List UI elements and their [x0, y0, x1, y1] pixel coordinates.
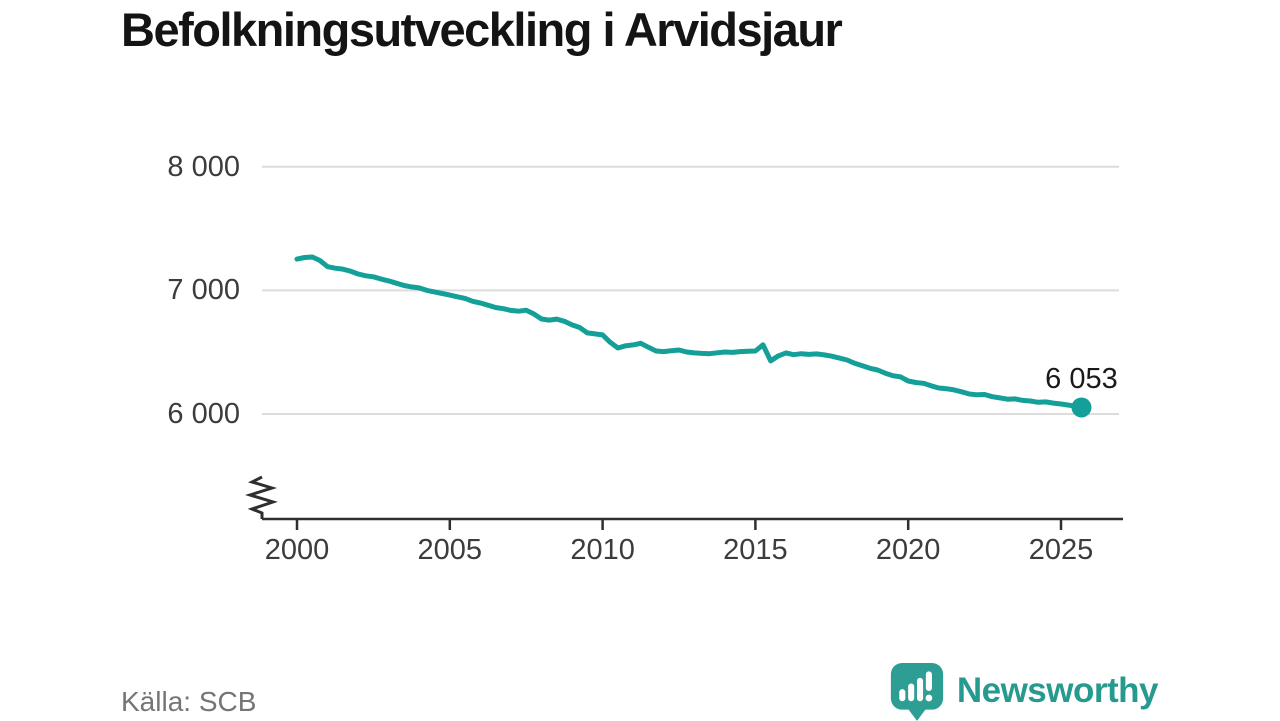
y-tick-label: 7 000 [167, 274, 240, 307]
source-caption: Källa: SCB [121, 686, 257, 717]
gridlines [262, 165, 1119, 415]
newsworthy-wordmark: Newsworthy [956, 671, 1159, 710]
last-value-label: 6 053 [1045, 363, 1118, 396]
newsworthy-logo: Newsworthy [889, 662, 1159, 721]
last-point-dot [1071, 397, 1092, 418]
x-tick-label: 2010 [570, 534, 635, 566]
page-title: Befolkningsutveckling i Arvidsjaur [121, 3, 843, 56]
x-tick-label: 2015 [723, 534, 788, 566]
y-tick-label: 6 000 [167, 398, 240, 430]
y-tick-label: 8 000 [167, 150, 240, 183]
x-tick-label: 2020 [875, 534, 941, 566]
population-line [294, 254, 1084, 410]
x-tick-label: 2025 [1028, 534, 1094, 566]
x-axis [244, 475, 1123, 530]
axis-break-icon [244, 475, 278, 519]
x-tick-label: 2005 [417, 534, 483, 566]
x-tick-label: 2000 [264, 534, 330, 566]
newsworthy-bubble-chart-icon [890, 663, 943, 721]
